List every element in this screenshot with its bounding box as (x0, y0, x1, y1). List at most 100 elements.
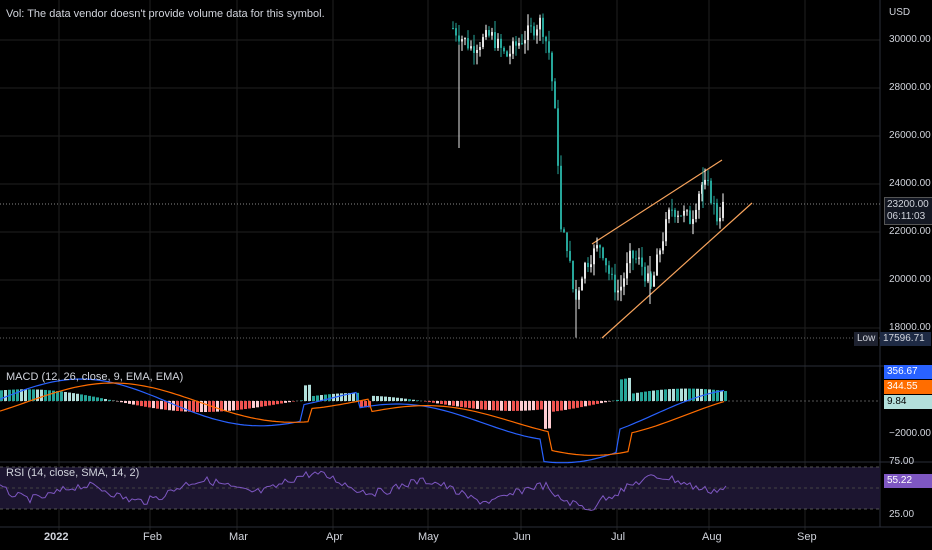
candle-body (590, 264, 592, 268)
candle-body (707, 179, 709, 181)
macd-line (0, 378, 725, 464)
macd-histogram-bar (688, 388, 691, 401)
macd-histogram-bar (340, 393, 343, 401)
candle-body (467, 38, 469, 49)
macd-histogram-bar (664, 389, 667, 401)
time-tick: Feb (143, 531, 162, 543)
macd-histogram-bar (104, 398, 107, 401)
candle-body (581, 278, 583, 291)
time-tick: Sep (797, 531, 817, 543)
candle-body (500, 38, 502, 48)
candle-body (476, 49, 478, 53)
macd-histogram-bar (204, 401, 207, 413)
rsi-line (0, 470, 727, 511)
time-tick: Aug (702, 531, 722, 543)
macd-histogram-bar (108, 399, 111, 401)
macd-histogram-bar (156, 401, 159, 409)
candle-body (596, 245, 598, 249)
candle-body (659, 250, 661, 255)
macd-histogram-bar (392, 397, 395, 401)
macd-histogram-bar (0, 390, 3, 401)
candle-body (503, 47, 505, 52)
macd-histogram-bar (588, 401, 591, 406)
candle-body (548, 41, 550, 53)
macd-histogram-bar (508, 401, 511, 411)
candle-body (557, 108, 559, 166)
candle-body (617, 290, 619, 293)
candle-body (680, 215, 682, 217)
candle-body (512, 41, 514, 54)
macd-histogram-bar (404, 398, 407, 401)
macd-histogram-bar (20, 389, 23, 401)
candle-body (458, 35, 460, 42)
candle-body (683, 210, 685, 216)
macd-histogram-bar (244, 401, 247, 410)
macd-histogram-bar (656, 390, 659, 401)
macd-histogram-bar (700, 388, 703, 401)
price-tick: 28000.00 (889, 82, 931, 93)
macd-histogram-bar (88, 395, 91, 401)
candle-body (698, 193, 700, 210)
macd-histogram-bar (544, 401, 547, 429)
macd-histogram-bar (628, 377, 631, 401)
macd-histogram-bar (428, 401, 431, 403)
macd-histogram-bar (308, 384, 311, 401)
macd-histogram-bar (276, 401, 279, 405)
candle-body (584, 262, 586, 279)
macd-histogram-bar (436, 401, 439, 404)
macd-histogram-bar (676, 388, 679, 401)
macd-histogram-bar (128, 401, 131, 404)
macd-histogram-bar (56, 391, 59, 401)
time-tick: Jun (513, 531, 531, 543)
macd-histogram-bar (232, 401, 235, 411)
candle-countdown: 06:11:03 (887, 211, 926, 222)
macd-histogram-bar (652, 390, 655, 401)
macd-histogram-bar (468, 401, 471, 409)
candle-body (635, 258, 637, 260)
candle-body (554, 81, 556, 109)
candle-body (620, 286, 622, 291)
macd-histogram-bar (168, 401, 171, 411)
channel-lower-line[interactable] (601, 202, 753, 339)
price-tick: 18000.00 (889, 322, 931, 333)
macd-histogram-bar (660, 389, 663, 401)
macd-histogram-bar (576, 401, 579, 408)
candle-body (572, 260, 574, 290)
macd-histogram-bar (516, 401, 519, 411)
macd-histogram-bar (624, 378, 627, 401)
candle-body (545, 36, 547, 42)
candle-body (485, 30, 487, 38)
candle-body (653, 275, 655, 287)
macd-histogram-bar (96, 397, 99, 401)
macd-histogram-bar (260, 401, 263, 407)
rsi-value-badge: 55.22 (884, 474, 932, 488)
macd-histogram-bar (380, 396, 383, 401)
macd-histogram-bar (372, 395, 375, 401)
macd-histogram-bar (172, 401, 175, 411)
macd-histogram-bar (12, 389, 15, 401)
candle-body (719, 217, 721, 222)
candle-body (536, 29, 538, 36)
macd-histogram-bar (636, 392, 639, 401)
macd-histogram-bar (556, 401, 559, 412)
candle-body (515, 41, 517, 46)
macd-histogram-bar (164, 401, 167, 410)
time-tick: Mar (229, 531, 248, 543)
macd-histogram-bar (160, 401, 163, 410)
macd-histogram-bar (620, 379, 623, 401)
time-tick: Jul (611, 531, 626, 543)
candle-body (587, 262, 589, 268)
macd-histogram-bar (716, 390, 719, 401)
candle-body (563, 229, 565, 233)
candle-body (488, 30, 490, 36)
channel-upper-line[interactable] (591, 159, 723, 245)
candle-body (464, 38, 466, 40)
macd-histogram-bar (248, 401, 251, 409)
candle-body (608, 265, 610, 274)
macd-histogram-bar (592, 401, 595, 405)
candle-body (539, 17, 541, 30)
candle-body (671, 209, 673, 211)
macd-histogram-bar (348, 392, 351, 401)
macd-histogram-bar (216, 401, 219, 412)
